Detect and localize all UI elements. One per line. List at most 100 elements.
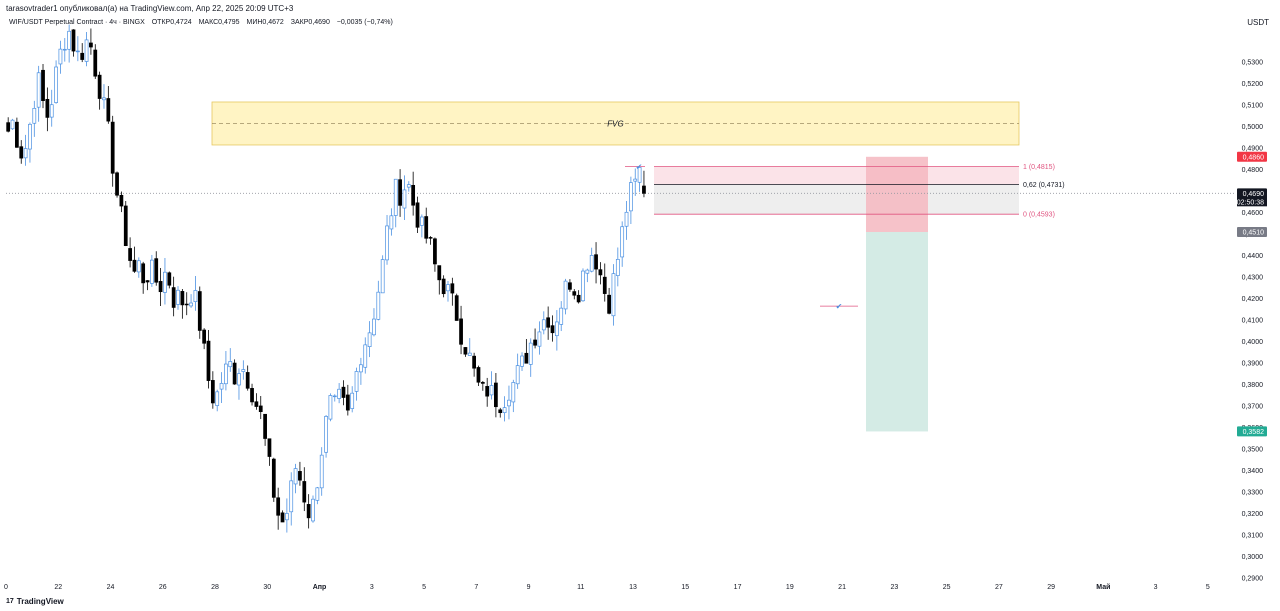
tradingview-logo[interactable]: 17 TradingView [6,597,64,606]
candle-body [559,307,564,325]
take-profit-zone [866,232,928,432]
candles-layer [6,24,646,533]
tradingview-logo-icon: 17 [6,598,14,605]
candle-body [58,48,63,65]
candle-body [23,148,28,159]
y-tick-label: 0,2900 [1242,576,1264,583]
symbol-name[interactable]: WIF/USDT Perpetual Contract · 4ч · BINGX [9,19,145,26]
candle-body [215,391,220,406]
y-tick-label: 0,4400 [1242,253,1264,260]
candle [71,29,76,57]
candle-body [150,259,154,284]
candle-body [271,458,276,498]
candle-body [406,184,411,188]
candle [158,268,163,306]
target-price-tag-bg [1237,426,1267,437]
candle [180,288,185,319]
candle [380,255,385,294]
candle-body [49,104,54,118]
y-tick-label: 0,5200 [1242,81,1264,88]
candle-body [84,39,89,62]
candle [494,372,498,418]
candle-body [546,317,551,328]
candle-body [611,273,616,317]
candle [232,359,237,385]
candle-body [528,342,533,365]
y-tick-label: 0,3700 [1242,404,1264,411]
overlays-layer: 1 (0,4815) 0,62 (0,4731) 0 (0,4593) ✔ ✔ [625,162,1065,311]
candle-body [428,237,433,239]
candle-body [511,382,516,403]
candle [642,170,646,198]
candle-body [467,352,472,356]
candle-body [633,178,638,182]
candle [41,64,45,109]
candle-body [154,258,159,283]
candle [145,280,150,291]
candle-body [276,497,281,516]
candle-body [372,318,376,336]
candle [132,246,137,273]
candle [554,310,559,351]
candle-body [637,167,642,183]
candle-body [293,468,298,485]
candle [502,396,507,422]
candle [363,337,368,374]
candle [49,89,54,127]
candle [602,263,607,302]
candle-body [202,329,207,344]
zones-layer: FVG [6,101,1234,432]
stop-price-tag: 0,4860 [1237,151,1267,162]
candle [241,360,246,380]
y-tick-label: 0,3000 [1242,554,1264,561]
candle-body [258,405,263,413]
y-tick-label: 0,3300 [1242,490,1264,497]
change-value: −0,0035 (−0,74%) [336,19,393,26]
candle-body [67,30,72,50]
candle-body [568,282,572,290]
candle [75,36,80,62]
candle-body [419,216,424,226]
fib-062-label: 0,62 (0,4731) [1023,182,1065,189]
candle-body [498,409,503,414]
candle [110,115,115,187]
candle [10,118,15,130]
candle-body [332,395,337,398]
candle [119,191,124,213]
y-tick-label: 0,3800 [1242,382,1264,389]
candle-body [132,259,137,272]
candle-body [489,385,494,396]
candle [485,377,490,407]
candle [93,44,98,79]
candle-body [298,471,302,481]
candle-body [80,52,85,60]
candle-body [93,49,98,77]
stop-price-tag-bg [1237,151,1267,162]
candle [385,215,389,265]
candle-body [459,318,463,345]
time-axis: 0 22 24 26 28 30 Апр 3 5 7 9 11 13 15 17 19 21 23 25 27 29 Ма… [4,583,1210,591]
candle-body [163,271,167,293]
y-tick-label: 0,4300 [1242,275,1264,282]
candle-body [385,225,389,261]
candle-body [502,407,507,413]
check-icon: ✔ [836,302,843,311]
candle [581,268,585,302]
candle-body [446,284,450,292]
x-tick-label: 23 [890,584,898,591]
currency-label[interactable]: USDT [1247,18,1269,27]
candle [324,415,328,458]
candle-body [629,182,633,212]
candle-body [585,269,590,274]
x-tick-label: 19 [786,584,794,591]
candle-body [311,498,315,522]
candle [80,43,85,63]
y-tick-label: 0,4100 [1242,318,1264,325]
candle-body [450,283,455,294]
candle [258,396,263,420]
candle [337,383,342,404]
candle-body [524,352,529,364]
candle [302,467,307,512]
candle [463,347,468,357]
